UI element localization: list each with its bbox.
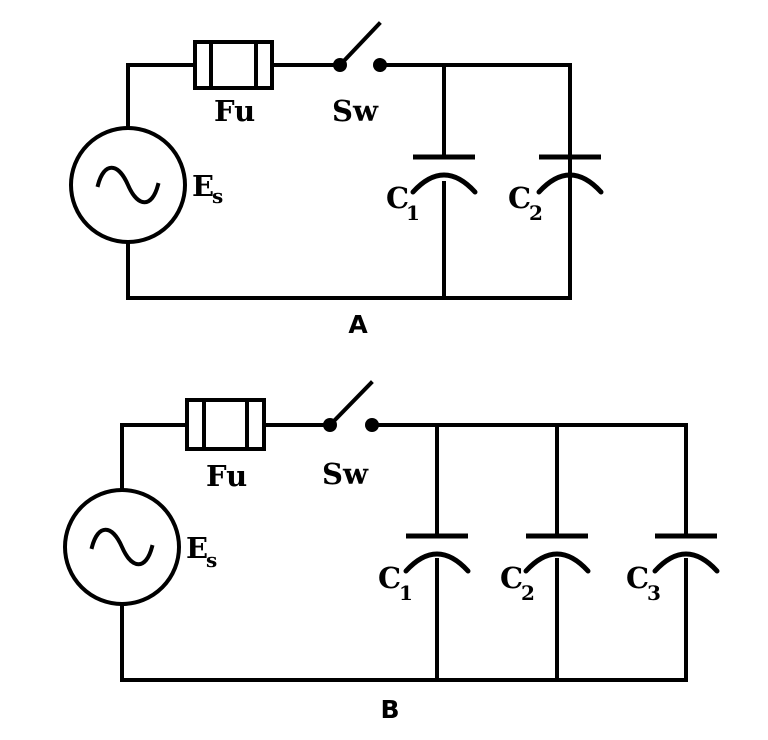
source-label: E [186, 531, 208, 565]
sine-wave-icon [89, 527, 155, 567]
ac-source-circle [69, 126, 187, 244]
circuit-b-capacitor-c1 [403, 533, 471, 574]
switch-blade [337, 21, 382, 68]
capacitor-label: C [500, 561, 523, 595]
sine-wave-icon [95, 165, 161, 205]
circuit-a-capacitor-c1 [410, 154, 478, 195]
fuse-label: Fu [206, 459, 247, 493]
ac-source-circle [63, 488, 181, 606]
capacitor-label: C [378, 561, 401, 595]
capacitor-subscript: 3 [647, 581, 661, 605]
capacitor-label: C [626, 561, 649, 595]
circuit-b-wires [120, 423, 688, 682]
circuit-a-capacitor-c2 [536, 154, 604, 195]
fuse-body [193, 40, 274, 90]
circuit-b-ac-source [63, 488, 181, 606]
circuit-b-caption: B [380, 695, 399, 724]
fuse-label: Fu [214, 94, 255, 128]
circuit-b-switch [323, 380, 379, 432]
circuit-b-fuse [185, 398, 266, 451]
switch-label: Sw [322, 457, 369, 491]
capacitor-subscript: 1 [399, 581, 413, 605]
circuit-b-capacitor-c3 [652, 533, 720, 574]
fuse-body [185, 398, 266, 451]
capacitor-label: C [508, 181, 531, 215]
source-label: E [192, 169, 214, 203]
switch-blade [327, 380, 374, 428]
circuit-a-fuse [193, 40, 274, 90]
capacitor-label: C [386, 181, 409, 215]
capacitor-subscript: 2 [521, 581, 535, 605]
circuit-b: E s Fu Sw C 1 C 2 [63, 380, 720, 724]
capacitor-subscript: 1 [406, 201, 420, 225]
circuit-a-switch [333, 21, 387, 72]
circuit-b-capacitor-c2 [523, 533, 591, 574]
capacitor-subscript: 2 [529, 201, 543, 225]
circuit-a-ac-source [69, 126, 187, 244]
switch-label: Sw [332, 94, 379, 128]
source-subscript: s [212, 184, 223, 208]
circuit-a: E s Fu Sw C 1 C 2 A [69, 21, 604, 339]
circuit-a-caption: A [348, 310, 368, 339]
circuit-b-branch-wires [435, 423, 559, 682]
source-subscript: s [206, 548, 217, 572]
